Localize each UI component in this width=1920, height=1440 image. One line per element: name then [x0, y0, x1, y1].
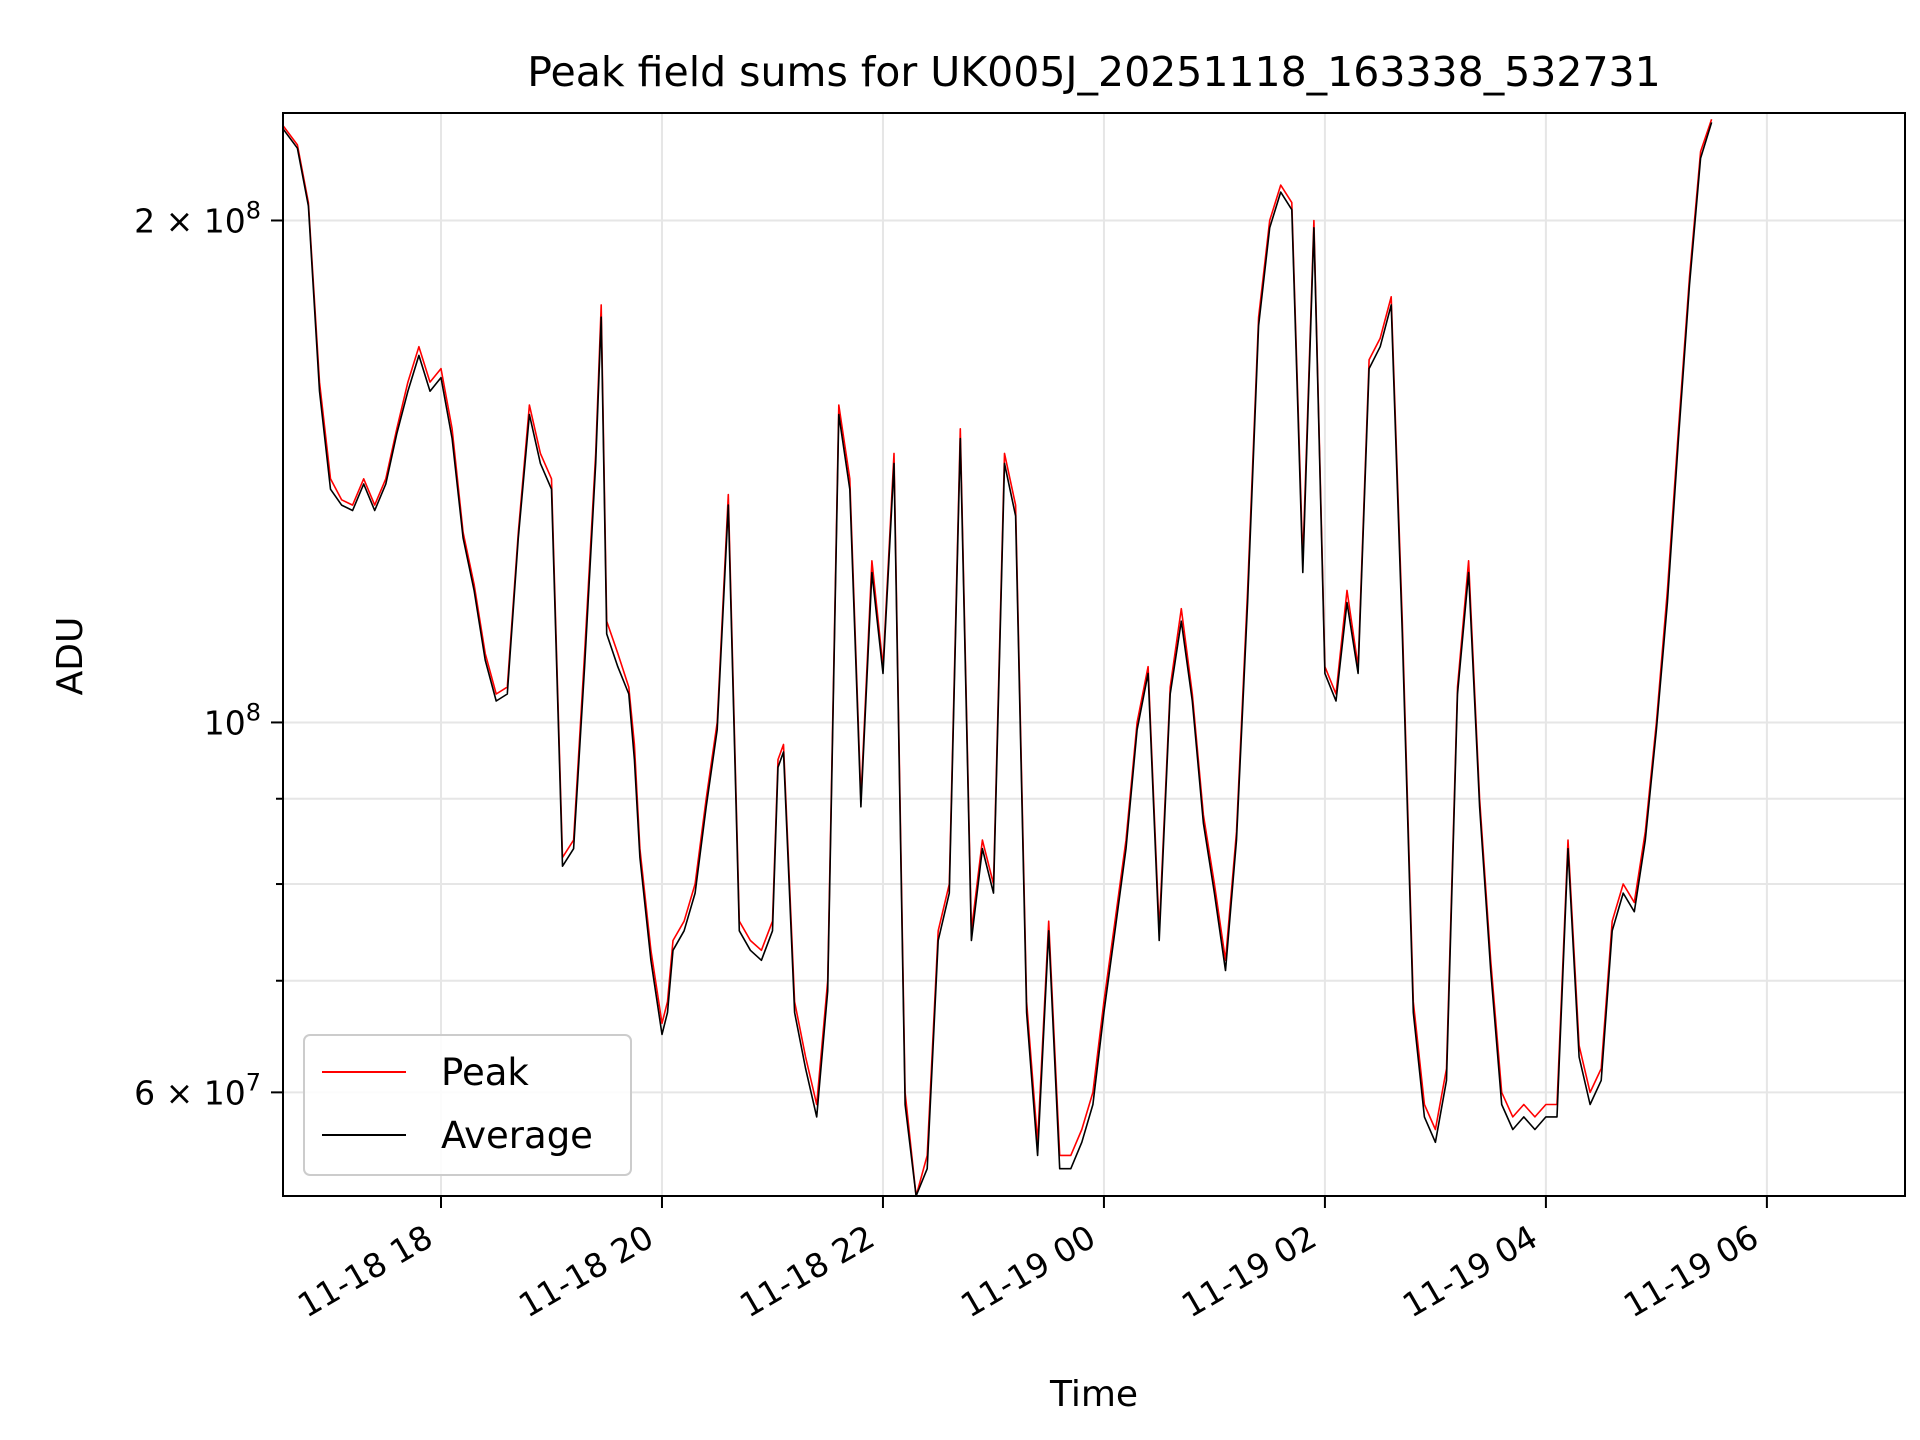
legend: Peak Average — [303, 1034, 632, 1176]
chart-title: Peak field sums for UK005J_20251118_1633… — [527, 48, 1660, 96]
y-tick-label-base: 6 × 10 — [134, 1073, 246, 1112]
legend-box — [303, 1034, 632, 1176]
y-tick-label: 6 × 107 — [134, 1068, 261, 1112]
y-tick-label-base: 10 — [204, 703, 246, 742]
legend-average-label: Average — [441, 1114, 593, 1157]
y-tick-label: 2 × 108 — [134, 196, 261, 240]
legend-peak-label: Peak — [441, 1051, 529, 1094]
x-axis-label: Time — [1049, 1374, 1138, 1415]
y-tick-label: 108 — [204, 698, 261, 742]
series-line-average — [282, 122, 1713, 1197]
plot-frame — [282, 112, 1906, 1197]
series-line-peak — [282, 119, 1713, 1197]
y-axis-label: ADU — [50, 617, 91, 696]
y-tick-label-exponent: 8 — [246, 196, 261, 224]
y-tick-label-base: 2 × 10 — [134, 201, 246, 240]
y-tick-label-exponent: 7 — [246, 1068, 261, 1096]
y-tick-label-exponent: 8 — [246, 698, 261, 726]
plot-lines — [282, 119, 1713, 1197]
